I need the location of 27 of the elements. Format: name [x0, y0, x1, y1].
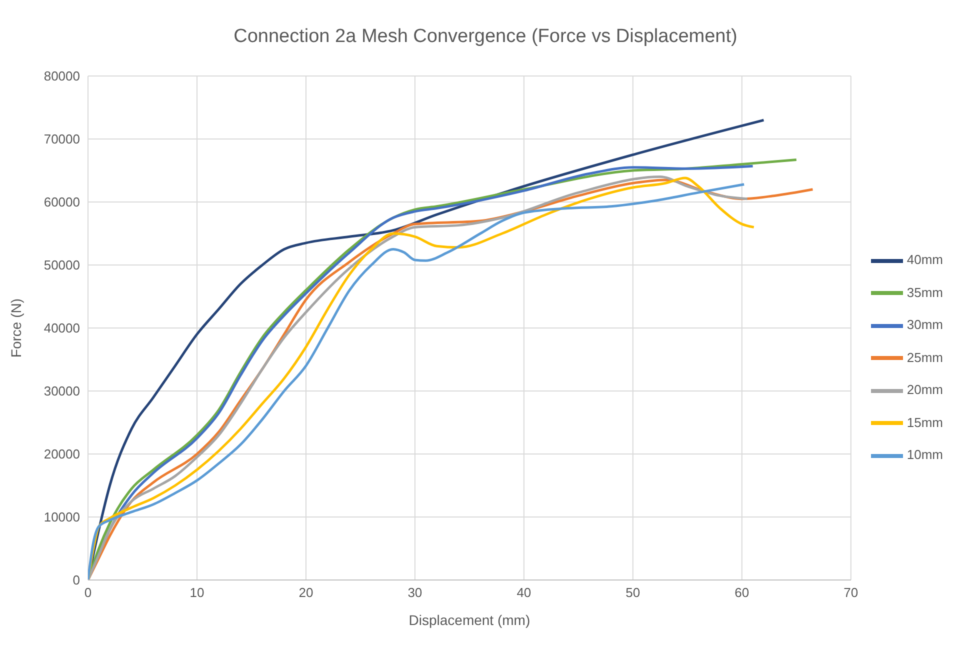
x-tick-label: 10 [190, 585, 204, 600]
x-tick-label: 30 [408, 585, 422, 600]
y-tick-label: 60000 [44, 194, 80, 210]
legend-label: 15mm [906, 414, 943, 430]
y-tick-label: 10000 [44, 510, 80, 525]
legend-label: 10mm [906, 447, 943, 462]
y-tick-label: 50000 [44, 258, 80, 273]
y-tick-label: 20000 [44, 446, 80, 462]
x-tick-label: 40 [516, 585, 532, 600]
y-tick-label: 70000 [44, 132, 80, 147]
legend-label: 40mm [906, 252, 943, 268]
x-tick-label: 70 [844, 585, 858, 600]
x-axis-title: Displacement (mm) [408, 612, 530, 628]
x-tick-label: 60 [734, 585, 750, 600]
y-tick-label: 40000 [44, 320, 80, 336]
x-tick-label: 0 [84, 585, 92, 600]
chart-title: Connection 2a Mesh Convergence (Force vs Displacement) [232, 25, 738, 49]
legend-label: 25mm [906, 350, 943, 365]
y-tick-label: 80000 [44, 68, 80, 84]
legend-label: 30mm [906, 317, 943, 332]
legend-label: 20mm [906, 382, 943, 398]
y-axis-title: Force (N) [8, 298, 24, 358]
y-tick-label: 30000 [44, 384, 80, 399]
x-tick-label: 50 [626, 585, 640, 600]
legend-label: 35mm [906, 284, 943, 300]
y-tick-label: 0 [72, 572, 80, 588]
x-tick-label: 20 [298, 585, 314, 600]
